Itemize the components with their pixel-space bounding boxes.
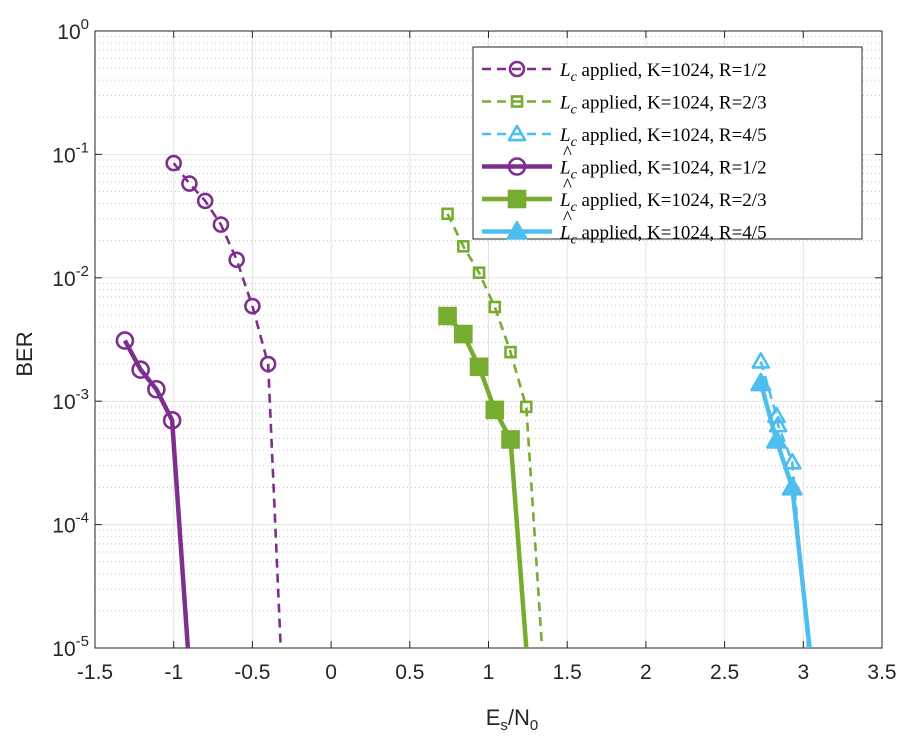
legend-label: Lc applied, K=1024, R=1/2 [559, 158, 767, 183]
legend-marker [510, 95, 524, 108]
y-tick-label: 10-2 [52, 263, 89, 291]
x-tick-label: 1 [483, 661, 495, 684]
x-axis-ticks: -1.5 -1 -0.5 0 0.5 1 1.5 2 2.5 3 3.5 [77, 31, 897, 684]
data-point [244, 297, 261, 315]
data-point [488, 300, 502, 314]
data-point [750, 372, 772, 392]
data-point [781, 476, 803, 496]
legend-marker [506, 221, 528, 240]
x-tick-label: 0.5 [395, 661, 424, 684]
x-tick-label: -0.5 [234, 661, 270, 684]
x-axis-label: Es/N0 [486, 705, 539, 734]
data-point [438, 306, 457, 326]
legend-marker [507, 124, 527, 142]
y-tick-label: 10-4 [52, 510, 89, 538]
data-point [766, 430, 788, 449]
data-point [472, 266, 486, 279]
series-line [446, 213, 544, 648]
legend-hat: ^ [563, 175, 572, 196]
x-tick-label: 1.5 [553, 661, 582, 684]
data-point [196, 192, 214, 210]
y-tick-label: 10-5 [52, 633, 89, 661]
legend-hat: ^ [563, 208, 572, 229]
data-point [181, 175, 198, 192]
legend-label: Lc applied, K=1024, R=4/5 [559, 125, 767, 150]
data-point [782, 452, 802, 470]
data-point [259, 355, 277, 373]
x-tick-label: 0 [325, 661, 337, 684]
legend-marker [507, 189, 527, 209]
data-point [469, 357, 489, 377]
y-axis-label: BER [12, 331, 37, 376]
legend-label: Lc applied, K=1024, R=4/5 [559, 223, 767, 248]
legend-box [472, 46, 863, 240]
y-tick-label: 10-1 [52, 139, 89, 167]
x-tick-label: -1 [164, 661, 183, 684]
series-6 [750, 372, 812, 648]
data-point [162, 411, 182, 430]
legend-label: Lc applied, K=1024, R=2/3 [559, 93, 767, 118]
x-tick-label: 2 [640, 661, 652, 684]
legend-entries: Lc applied, K=1024, R=1/2 Lc applied, K=1… [482, 60, 767, 248]
x-tick-label: 3.5 [867, 661, 896, 684]
legend: Lc applied, K=1024, R=1/2 Lc applied, K=1… [472, 46, 863, 248]
x-tick-label: 2.5 [710, 661, 739, 684]
legend-marker [507, 157, 527, 176]
series-5 [438, 306, 529, 648]
legend-hat: ^ [563, 143, 572, 164]
series-line [122, 339, 191, 648]
legend-marker [508, 60, 526, 78]
series-1 [165, 154, 283, 648]
data-point [454, 324, 473, 344]
x-tick-label: 3 [797, 661, 809, 684]
series-line [758, 382, 812, 648]
y-tick-label: 100 [57, 16, 89, 44]
y-tick-label: 10-3 [52, 386, 89, 414]
data-point [165, 154, 182, 172]
data-point [519, 400, 533, 414]
data-point [115, 331, 135, 350]
data-point [504, 345, 517, 359]
data-point [441, 207, 454, 221]
series-4 [115, 331, 191, 648]
series-line [172, 162, 283, 648]
data-point [228, 251, 245, 269]
data-point [457, 239, 470, 253]
data-point [501, 430, 520, 449]
data-point [485, 400, 505, 420]
data-point [212, 216, 230, 233]
x-tick-label: -1.5 [77, 661, 113, 684]
series-layer [115, 154, 812, 648]
data-point [147, 379, 166, 399]
legend-label: Lc applied, K=1024, R=1/2 [559, 60, 767, 85]
y-axis-ticks: 100 10-1 10-2 10-3 10-4 10-5 [52, 16, 882, 661]
data-point [131, 360, 150, 379]
data-point [751, 352, 771, 369]
series-2 [441, 207, 544, 648]
legend-label: Lc applied, K=1024, R=2/3 [559, 190, 767, 215]
